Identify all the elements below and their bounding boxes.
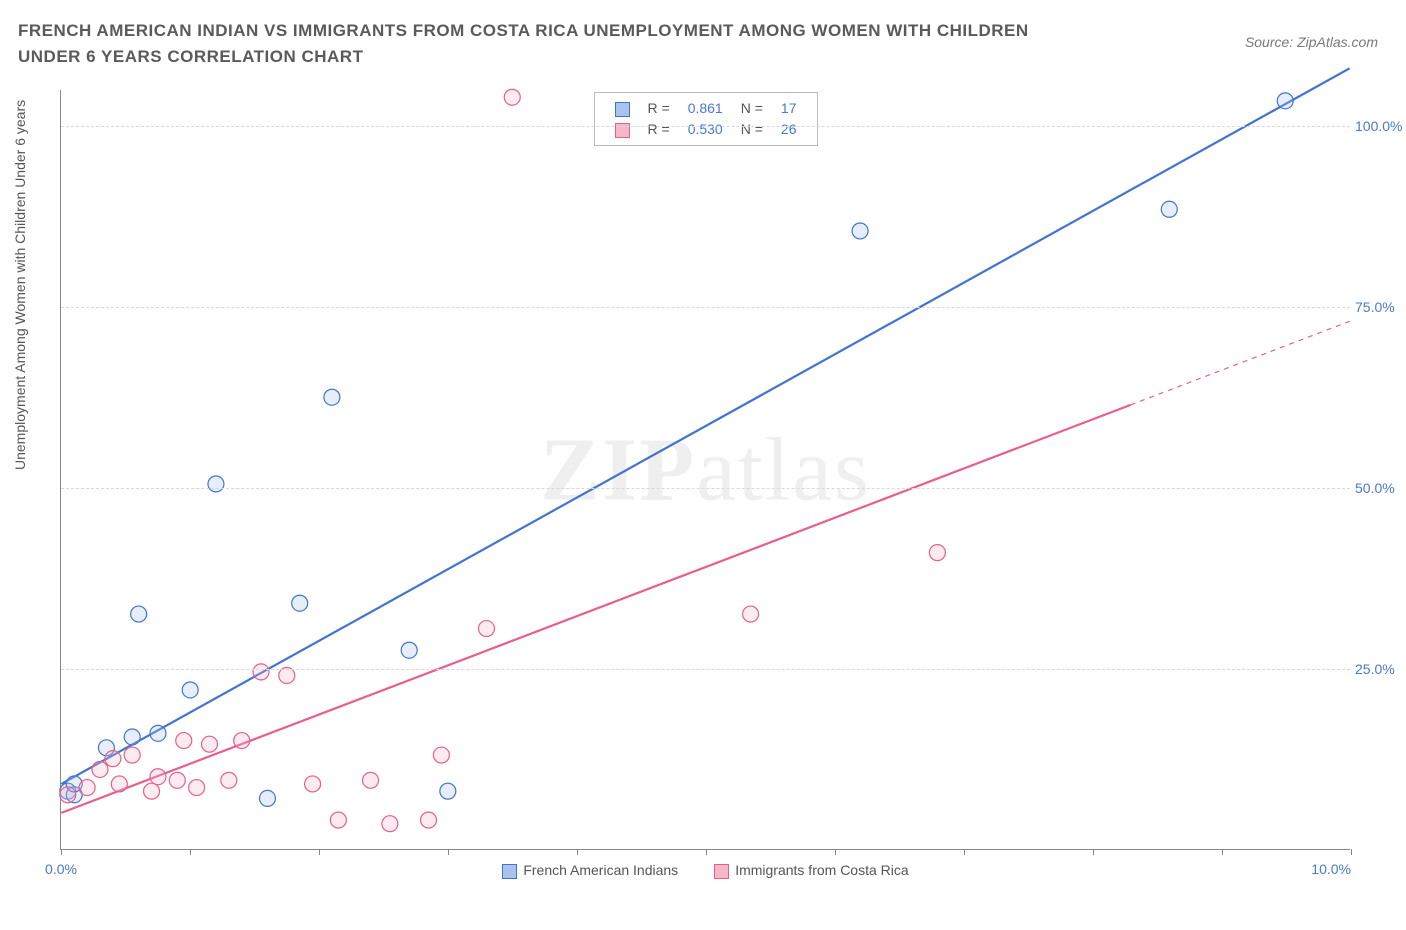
data-point (401, 642, 417, 658)
x-tick (448, 849, 449, 855)
series-legend: French American Indians Immigrants from C… (61, 862, 1350, 879)
data-point (105, 751, 121, 767)
y-tick-label: 50.0% (1355, 480, 1406, 496)
data-point (182, 682, 198, 698)
y-axis-label: Unemployment Among Women with Children U… (12, 100, 28, 470)
data-point (221, 772, 237, 788)
x-tick (577, 849, 578, 855)
data-point (131, 606, 147, 622)
y-tick-label: 75.0% (1355, 299, 1406, 315)
x-tick-label: 10.0% (1311, 861, 1351, 877)
data-point (202, 736, 218, 752)
y-tick-label: 25.0% (1355, 661, 1406, 677)
data-point (144, 783, 160, 799)
legend-item: Immigrants from Costa Rica (714, 862, 908, 878)
data-point (169, 772, 185, 788)
data-point (330, 812, 346, 828)
x-tick (1093, 849, 1094, 855)
chart-title: FRENCH AMERICAN INDIAN VS IMMIGRANTS FRO… (18, 18, 1038, 69)
data-point (150, 725, 166, 741)
data-point (124, 729, 140, 745)
data-point (208, 476, 224, 492)
data-point (382, 816, 398, 832)
data-point (852, 223, 868, 239)
regression-line-dashed (1131, 321, 1350, 405)
y-tick-label: 100.0% (1355, 118, 1406, 134)
x-tick (835, 849, 836, 855)
source-attribution: Source: ZipAtlas.com (1245, 34, 1378, 50)
data-point (60, 787, 76, 803)
x-tick (706, 849, 707, 855)
data-point (176, 733, 192, 749)
legend-item: French American Indians (502, 862, 678, 878)
data-point (421, 812, 437, 828)
x-tick (61, 849, 62, 855)
data-point (478, 621, 494, 637)
data-point (929, 545, 945, 561)
x-tick (1351, 849, 1352, 855)
data-point (92, 761, 108, 777)
data-point (363, 772, 379, 788)
data-point (292, 595, 308, 611)
x-tick (964, 849, 965, 855)
data-point (189, 780, 205, 796)
x-tick (190, 849, 191, 855)
legend-series-name: French American Indians (523, 862, 678, 878)
data-point (124, 747, 140, 763)
legend-swatch (714, 864, 729, 879)
x-tick-label: 0.0% (45, 861, 77, 877)
x-tick (1222, 849, 1223, 855)
gridline (61, 307, 1350, 308)
legend-series-name: Immigrants from Costa Rica (735, 862, 908, 878)
data-point (743, 606, 759, 622)
x-tick (319, 849, 320, 855)
gridline (61, 126, 1350, 127)
data-point (111, 776, 127, 792)
data-point (150, 769, 166, 785)
data-point (433, 747, 449, 763)
plot-area: ZIPatlas R =0.861N =17R =0.530N =26 Fren… (60, 90, 1350, 850)
data-point (253, 664, 269, 680)
chart-svg (61, 90, 1350, 849)
gridline (61, 669, 1350, 670)
data-point (79, 780, 95, 796)
data-point (234, 733, 250, 749)
gridline (61, 488, 1350, 489)
data-point (1161, 201, 1177, 217)
data-point (440, 783, 456, 799)
data-point (259, 790, 275, 806)
data-point (1277, 93, 1293, 109)
regression-line (61, 405, 1130, 813)
data-point (504, 89, 520, 105)
data-point (305, 776, 321, 792)
data-point (324, 389, 340, 405)
legend-swatch (502, 864, 517, 879)
